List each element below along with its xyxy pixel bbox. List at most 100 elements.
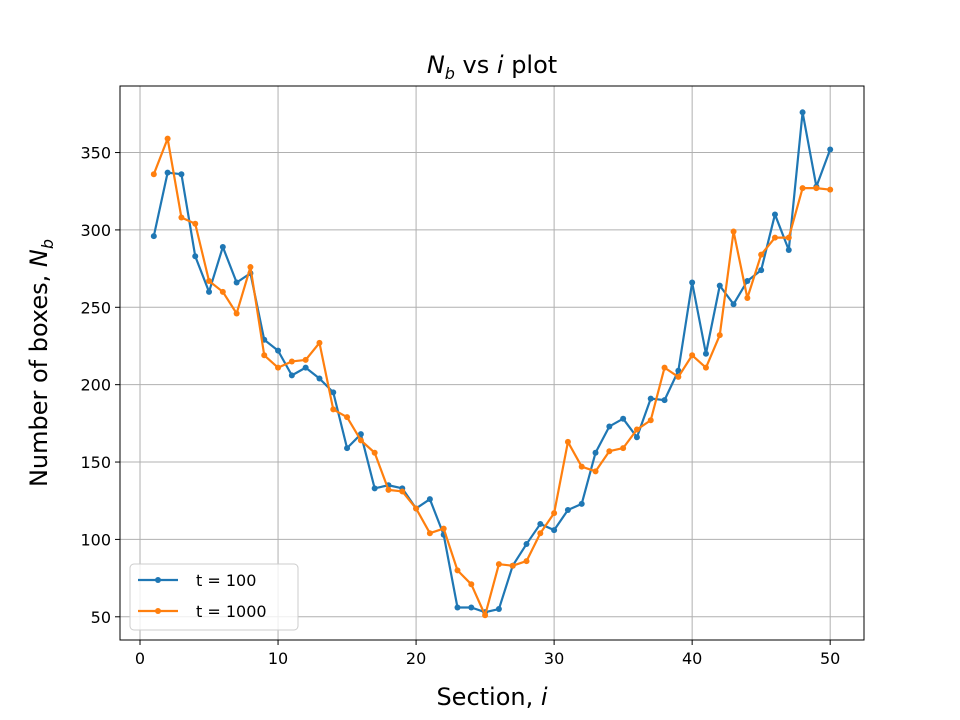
data-point [661, 397, 668, 404]
data-point [578, 500, 585, 507]
data-point [620, 445, 627, 452]
data-point [206, 288, 213, 295]
data-point [302, 356, 309, 363]
legend-marker [155, 608, 161, 614]
data-point [468, 581, 475, 588]
data-point [164, 135, 171, 142]
data-point [192, 220, 199, 227]
data-point [702, 350, 709, 357]
y-tick-label: 150 [80, 453, 111, 472]
y-tick-label: 350 [80, 144, 111, 163]
legend-entry: t = 100 [138, 571, 256, 590]
x-axis-ticks: 0 10 20 30 40 50 [135, 640, 840, 668]
data-point [150, 233, 157, 240]
data-point [813, 185, 820, 192]
data-point [592, 449, 599, 456]
x-axis-label: Section, i [436, 683, 547, 711]
data-point [385, 486, 392, 493]
plot-frame [119, 85, 865, 641]
legend-label: t = 1000 [196, 602, 267, 621]
data-point [771, 211, 778, 218]
data-point [758, 267, 765, 274]
data-point [468, 604, 475, 611]
data-point [192, 253, 199, 260]
data-point [647, 417, 654, 424]
data-point [316, 339, 323, 346]
data-point [440, 525, 447, 532]
data-point [799, 109, 806, 116]
data-point [495, 606, 502, 613]
data-point [578, 463, 585, 470]
series-2 [150, 135, 834, 619]
data-point [357, 431, 364, 438]
data-point [785, 247, 792, 254]
data-point [716, 332, 723, 339]
data-point [689, 279, 696, 286]
data-point [330, 389, 337, 396]
y-tick-label: 100 [80, 530, 111, 549]
x-tick-label: 40 [682, 649, 702, 668]
x-tick-label: 20 [406, 649, 426, 668]
series-layer [150, 109, 834, 619]
data-point [827, 146, 834, 153]
data-point [785, 234, 792, 241]
data-point [426, 530, 433, 537]
data-point [233, 310, 240, 317]
data-point [551, 527, 558, 534]
data-point [426, 496, 433, 503]
data-point [661, 364, 668, 371]
y-axis-label: Number of boxes, Nb [25, 239, 57, 487]
data-point [633, 426, 640, 433]
data-point [371, 449, 378, 456]
x-tick-label: 10 [268, 649, 288, 668]
data-point [744, 295, 751, 302]
legend-entry: t = 1000 [138, 602, 267, 621]
x-tick-label: 30 [544, 649, 564, 668]
data-point [275, 347, 282, 354]
data-point [675, 367, 682, 374]
y-tick-label: 50 [91, 608, 111, 627]
data-point [371, 485, 378, 492]
data-point [827, 186, 834, 193]
data-point [178, 171, 185, 178]
data-point [730, 228, 737, 235]
data-point [509, 562, 516, 569]
data-point [537, 520, 544, 527]
data-point [523, 558, 530, 565]
data-point [275, 364, 282, 371]
data-point [702, 364, 709, 371]
data-point [592, 468, 599, 475]
data-point [288, 372, 295, 379]
x-tick-label: 50 [820, 649, 840, 668]
data-point [233, 279, 240, 286]
data-point [164, 169, 171, 176]
data-point [247, 264, 254, 271]
data-point [344, 414, 351, 421]
x-tick-label: 0 [135, 649, 145, 668]
legend-label: t = 100 [196, 571, 256, 590]
data-point [219, 243, 226, 250]
y-axis-ticks: 50 100 150 200 250 300 350 [80, 144, 120, 627]
data-point [150, 171, 157, 178]
data-point [399, 488, 406, 495]
grid-lines [120, 86, 864, 640]
data-point [633, 434, 640, 441]
data-point [178, 214, 185, 221]
series-line [152, 137, 832, 617]
data-point [454, 604, 461, 611]
data-point [716, 282, 723, 289]
data-point [551, 510, 558, 517]
data-point [620, 415, 627, 422]
series-1 [150, 109, 834, 616]
data-point [564, 438, 571, 445]
legend: t = 100 t = 1000 [129, 563, 299, 631]
data-point [730, 301, 737, 308]
data-point [758, 251, 765, 258]
data-point [523, 541, 530, 548]
data-point [771, 234, 778, 241]
data-point [454, 567, 461, 574]
data-point [482, 612, 489, 619]
data-point [799, 185, 806, 192]
chart-title: Nb vs i plot [427, 51, 557, 83]
